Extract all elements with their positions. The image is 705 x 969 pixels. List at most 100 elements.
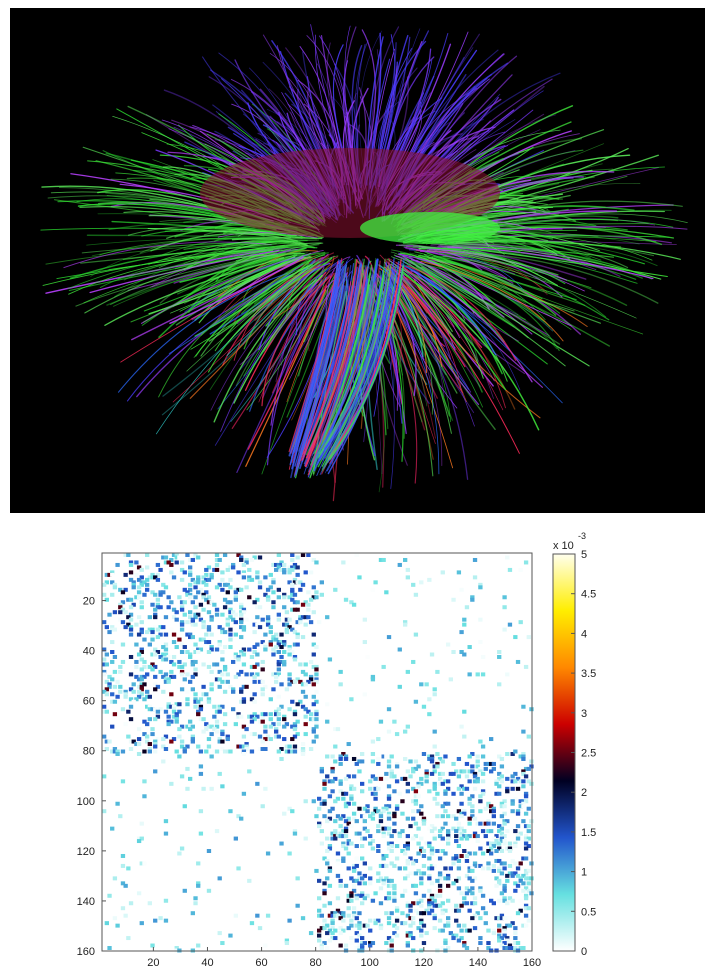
matrix-cell (357, 871, 362, 876)
matrix-cell (451, 933, 456, 938)
matrix-cell (161, 652, 166, 657)
matrix-cell (276, 662, 281, 667)
matrix-cell (446, 876, 451, 881)
matrix-cell (225, 582, 230, 587)
matrix-cell (349, 697, 354, 702)
matrix-cell (346, 851, 351, 856)
matrix-cell (502, 898, 507, 903)
matrix-cell (440, 826, 445, 831)
matrix-cell (201, 595, 206, 600)
matrix-cell (166, 719, 171, 724)
matrix-cell (147, 642, 152, 647)
matrix-cell (389, 769, 394, 774)
matrix-cell (459, 811, 464, 816)
colorbar-ticks: 00.511.522.533.544.55 (571, 549, 596, 958)
matrix-cell (354, 946, 359, 950)
matrix-cell (446, 642, 451, 647)
matrix-cell (521, 779, 526, 784)
matrix-cell (440, 779, 445, 784)
matrix-cell (209, 669, 214, 674)
matrix-cell (322, 918, 327, 923)
matrix-cell (236, 657, 241, 662)
matrix-cell (236, 712, 241, 717)
matrix-cell (126, 734, 131, 739)
matrix-cell (338, 831, 343, 836)
matrix-cell (322, 856, 327, 861)
matrix-cell (456, 809, 462, 814)
matrix-cell (292, 831, 298, 836)
matrix-cell (311, 727, 316, 732)
matrix-cell (284, 722, 290, 727)
matrix-cell (212, 602, 217, 607)
matrix-cell (392, 821, 397, 826)
matrix-cell (523, 836, 529, 841)
matrix-cell (443, 866, 448, 871)
matrix-cell (346, 913, 351, 918)
matrix-cell (120, 881, 126, 886)
matrix-cell (427, 856, 432, 861)
matrix-cell (104, 679, 109, 684)
matrix-cell (497, 754, 502, 759)
matrix-cell (394, 856, 400, 861)
matrix-cell (182, 600, 187, 605)
matrix-cell (231, 565, 236, 570)
matrix-cell (505, 916, 510, 921)
matrix-cell (419, 876, 424, 881)
matrix-cell (204, 582, 209, 587)
matrix-cell (341, 841, 346, 846)
matrix-cell (330, 836, 335, 841)
matrix-cell (384, 911, 389, 916)
matrix-cell (300, 682, 306, 687)
matrix-cell (486, 866, 491, 871)
matrix-cell (239, 605, 244, 610)
matrix-cell (499, 861, 505, 866)
matrix-cell (220, 570, 225, 575)
matrix-cell (314, 699, 319, 704)
matrix-cell (295, 903, 300, 908)
matrix-cell (260, 719, 265, 724)
matrix-cell (241, 699, 247, 704)
matrix-cell (241, 610, 247, 615)
matrix-cell (206, 888, 212, 893)
matrix-cell (394, 779, 400, 784)
matrix-cell (467, 816, 472, 821)
fiber-tracts (40, 24, 688, 502)
matrix-cell (233, 632, 238, 637)
matrix-cell (274, 637, 279, 642)
matrix-cell (290, 749, 295, 754)
matrix-cell (389, 878, 394, 883)
matrix-cell (110, 659, 115, 664)
matrix-cell (386, 936, 392, 941)
matrix-cell (319, 841, 324, 846)
matrix-cell (145, 722, 150, 727)
matrix-cell (513, 861, 518, 866)
matrix-cell (333, 831, 338, 836)
matrix-cell (118, 610, 123, 615)
matrix-cell (220, 627, 225, 632)
matrix-cell (330, 754, 335, 759)
matrix-cell (472, 926, 478, 931)
matrix-cell (462, 901, 467, 906)
matrix-cell (499, 836, 505, 841)
matrix-cell (518, 567, 523, 572)
matrix-cell (446, 946, 451, 950)
matrix-cell (338, 931, 343, 936)
matrix-cell (451, 597, 456, 602)
matrix-cell (368, 786, 373, 791)
matrix-cell (357, 911, 362, 916)
matrix-cell (193, 659, 198, 664)
matrix-cell (397, 866, 402, 871)
matrix-cell (472, 771, 478, 776)
matrix-cell (241, 697, 247, 702)
matrix-cell (314, 679, 319, 684)
matrix-cell (295, 642, 300, 647)
matrix-cell (276, 565, 281, 570)
matrix-cell (448, 677, 453, 682)
matrix-cell (343, 846, 349, 851)
matrix-cell (408, 908, 413, 913)
matrix-cell (411, 901, 416, 906)
matrix-cell (413, 883, 419, 888)
matrix-cell (459, 836, 464, 841)
matrix-cell (163, 709, 169, 714)
matrix-cell (150, 943, 155, 948)
